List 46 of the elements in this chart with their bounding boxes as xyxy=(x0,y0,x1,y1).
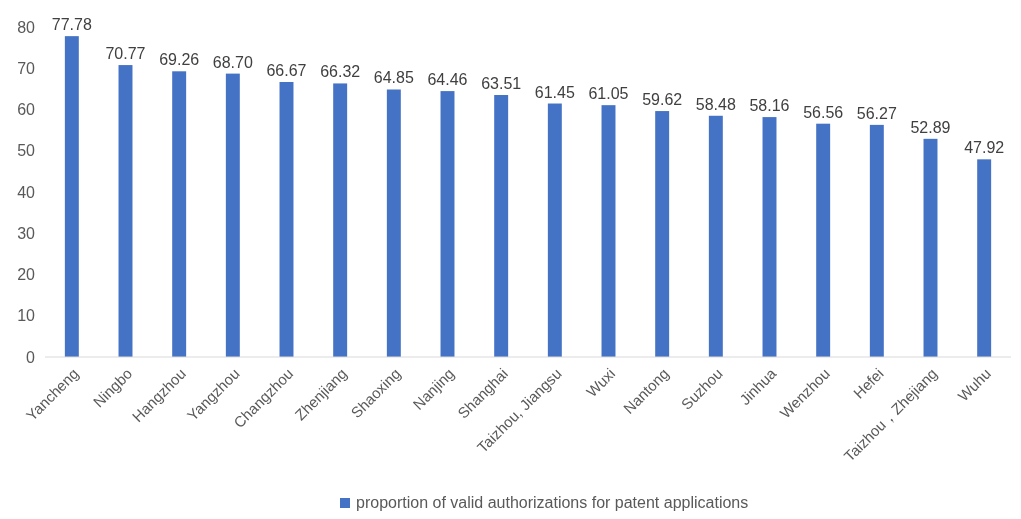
data-label: 52.89 xyxy=(910,118,951,136)
data-label: 47.92 xyxy=(964,139,1005,157)
legend-label: proportion of valid authorizations for patent applications xyxy=(356,494,749,511)
data-label: 64.85 xyxy=(373,69,414,87)
y-tick-label: 20 xyxy=(17,266,36,284)
y-tick-label: 40 xyxy=(17,183,36,201)
bar xyxy=(923,138,938,357)
data-label: 63.51 xyxy=(481,75,522,93)
bar xyxy=(64,36,79,357)
bar xyxy=(494,95,509,357)
bar xyxy=(869,124,884,357)
y-tick-label: 10 xyxy=(17,307,36,325)
data-label: 66.32 xyxy=(320,63,361,81)
y-tick-label: 30 xyxy=(17,224,36,242)
y-tick-label: 0 xyxy=(26,348,36,366)
y-tick-label: 70 xyxy=(17,59,36,77)
bar xyxy=(762,117,777,357)
data-label: 56.56 xyxy=(803,103,844,121)
data-label: 59.62 xyxy=(642,91,683,109)
data-label: 66.67 xyxy=(266,61,307,79)
bar xyxy=(977,159,992,357)
bar xyxy=(547,103,562,357)
bar xyxy=(118,65,133,357)
data-label: 56.27 xyxy=(856,104,897,122)
data-label: 68.70 xyxy=(212,53,253,71)
bar xyxy=(816,123,831,357)
bar xyxy=(440,91,455,357)
bar xyxy=(655,111,670,357)
data-label: 77.78 xyxy=(51,16,92,34)
data-label: 70.77 xyxy=(105,45,146,63)
data-label: 64.46 xyxy=(427,71,468,89)
y-tick-label: 80 xyxy=(17,18,36,36)
bar xyxy=(386,89,401,357)
y-tick-label: 50 xyxy=(17,142,36,160)
data-label: 69.26 xyxy=(159,51,200,69)
bar xyxy=(333,83,348,357)
y-tick-label: 60 xyxy=(17,101,36,119)
data-label: 61.05 xyxy=(588,85,629,103)
data-label: 61.45 xyxy=(534,83,575,101)
bar xyxy=(601,105,616,357)
bar xyxy=(708,115,723,357)
bar xyxy=(225,73,240,357)
data-label: 58.16 xyxy=(749,97,790,115)
bar xyxy=(279,81,294,357)
bar xyxy=(172,71,187,357)
data-label: 58.48 xyxy=(695,95,736,113)
